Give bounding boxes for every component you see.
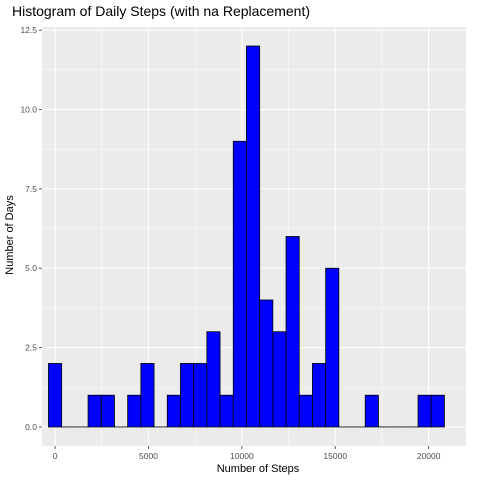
x-tick-label: 0 [53, 451, 58, 461]
histogram-bar [180, 363, 195, 428]
histogram-bar [364, 394, 379, 428]
histogram-bar [193, 363, 208, 428]
histogram-bar [232, 140, 247, 428]
histogram-bar [325, 267, 340, 428]
histogram-bar [246, 45, 261, 428]
chart-title: Histogram of Daily Steps (with na Replac… [12, 3, 310, 19]
x-tick-label: 10000 [230, 451, 254, 461]
y-tick-label: 12.5 [20, 25, 37, 35]
histogram-bar [219, 394, 234, 428]
histogram-bar [48, 363, 63, 428]
y-tick-label: 10.0 [20, 105, 37, 115]
histogram-bars [48, 45, 445, 428]
histogram-bar [417, 394, 432, 428]
histogram-bar [298, 394, 313, 428]
y-axis-ticks: 0.0 2.5 5.0 7.5 10.0 12.5 [20, 25, 42, 432]
y-tick-label: 5.0 [25, 263, 37, 273]
histogram-bar [430, 394, 445, 428]
histogram-bar [259, 299, 274, 428]
histogram-bar [206, 331, 221, 428]
x-tick-label: 15000 [323, 451, 347, 461]
histogram-bar [285, 236, 300, 428]
histogram-bar [140, 363, 155, 428]
y-axis-title: Number of Days [4, 195, 16, 275]
histogram-bar [100, 394, 115, 428]
histogram-bar [166, 394, 181, 428]
histogram-bar [312, 363, 327, 428]
x-tick-label: 20000 [417, 451, 441, 461]
y-tick-label: 2.5 [25, 343, 37, 353]
histogram-bar [127, 394, 142, 428]
x-axis-title: Number of Steps [217, 463, 300, 475]
histogram-bar [272, 331, 287, 428]
y-tick-label: 0.0 [25, 422, 37, 432]
histogram-bar [87, 394, 102, 428]
y-tick-label: 7.5 [25, 184, 37, 194]
x-tick-label: 5000 [139, 451, 158, 461]
x-axis-ticks: 0 5000 10000 15000 20000 [53, 446, 441, 461]
